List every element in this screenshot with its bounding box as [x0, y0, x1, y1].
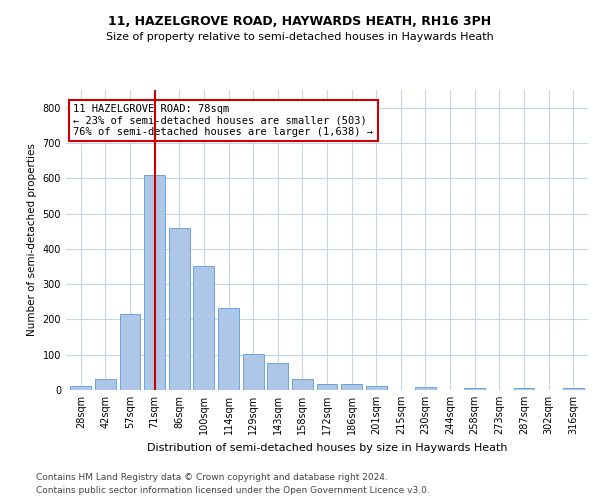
Bar	[366, 386, 387, 390]
X-axis label: Distribution of semi-detached houses by size in Haywards Heath: Distribution of semi-detached houses by …	[147, 442, 507, 452]
Bar	[464, 388, 485, 390]
Bar	[119, 314, 140, 390]
Bar	[317, 384, 337, 390]
Bar	[95, 380, 116, 390]
Y-axis label: Number of semi-detached properties: Number of semi-detached properties	[27, 144, 37, 336]
Bar	[169, 228, 190, 390]
Bar	[218, 308, 239, 390]
Bar	[514, 388, 535, 390]
Bar	[267, 363, 288, 390]
Bar	[415, 387, 436, 390]
Bar	[70, 386, 91, 390]
Bar	[563, 388, 584, 390]
Bar	[292, 380, 313, 390]
Bar	[193, 266, 214, 390]
Bar	[341, 384, 362, 390]
Text: Contains public sector information licensed under the Open Government Licence v3: Contains public sector information licen…	[36, 486, 430, 495]
Text: Size of property relative to semi-detached houses in Haywards Heath: Size of property relative to semi-detach…	[106, 32, 494, 42]
Bar	[242, 354, 263, 390]
Bar	[144, 174, 165, 390]
Text: Contains HM Land Registry data © Crown copyright and database right 2024.: Contains HM Land Registry data © Crown c…	[36, 474, 388, 482]
Text: 11 HAZELGROVE ROAD: 78sqm
← 23% of semi-detached houses are smaller (503)
76% of: 11 HAZELGROVE ROAD: 78sqm ← 23% of semi-…	[73, 104, 373, 138]
Text: 11, HAZELGROVE ROAD, HAYWARDS HEATH, RH16 3PH: 11, HAZELGROVE ROAD, HAYWARDS HEATH, RH1…	[109, 15, 491, 28]
